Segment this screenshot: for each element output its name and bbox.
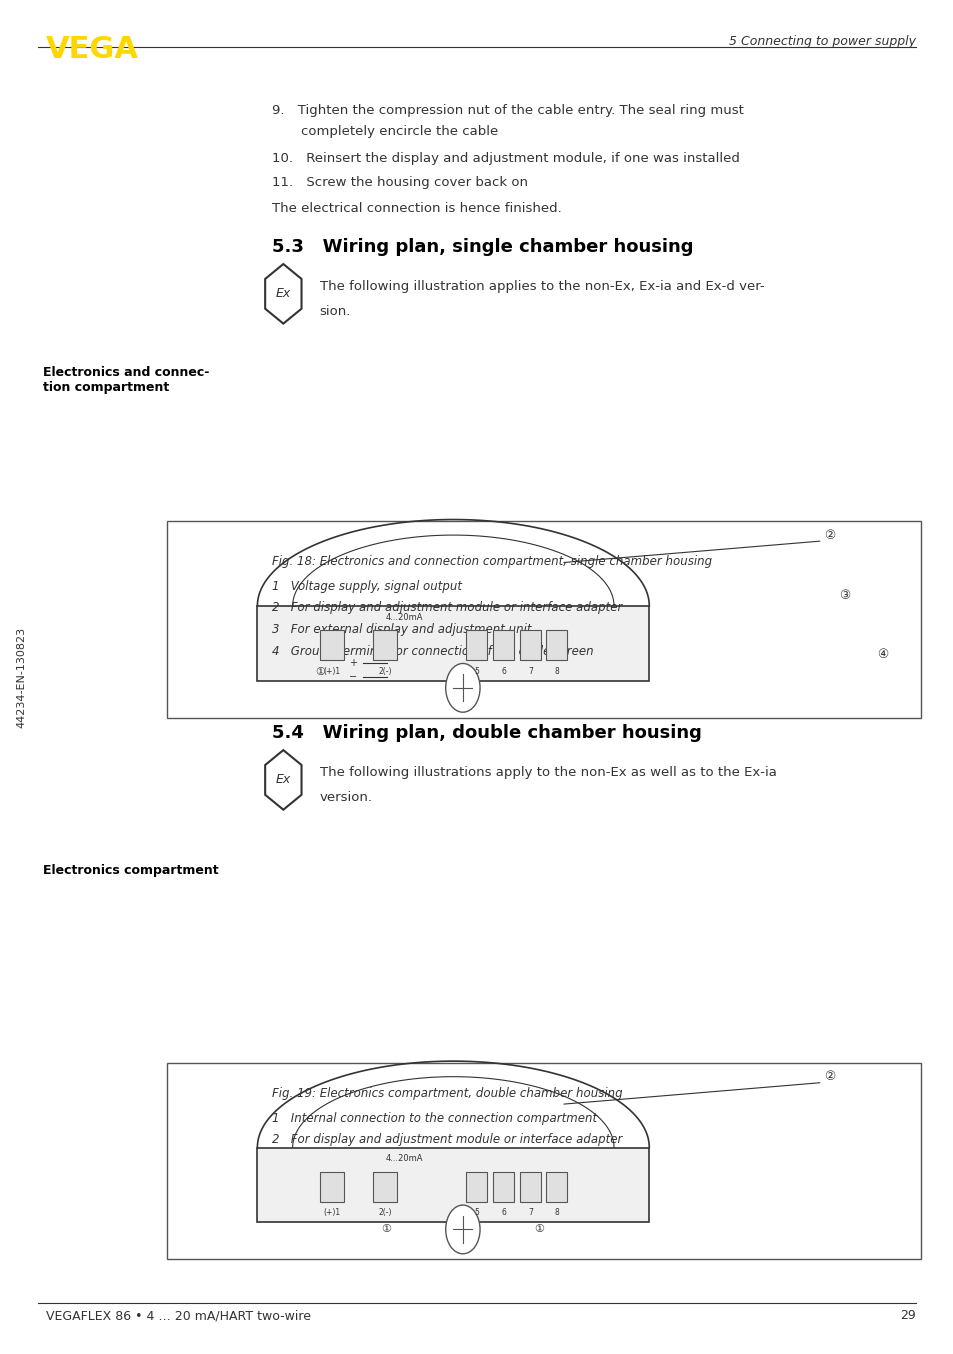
Text: 6: 6: [500, 1208, 505, 1217]
Text: Electronics compartment: Electronics compartment: [43, 864, 218, 877]
Bar: [466, 630, 487, 659]
Text: Fig. 19: Electronics compartment, double chamber housing: Fig. 19: Electronics compartment, double…: [272, 1087, 622, 1101]
Bar: [257, 605, 649, 681]
Text: 11. Screw the housing cover back on: 11. Screw the housing cover back on: [272, 176, 527, 190]
Text: 4...20mA: 4...20mA: [385, 612, 423, 621]
Bar: [493, 1171, 514, 1201]
FancyBboxPatch shape: [167, 1063, 920, 1259]
Text: +: +: [349, 658, 357, 669]
Text: ②: ②: [823, 1070, 835, 1083]
Text: 8: 8: [554, 666, 558, 676]
Text: 3   For external display and adjustment unit: 3 For external display and adjustment un…: [272, 623, 531, 636]
Text: 6: 6: [500, 666, 505, 676]
Text: 2   For display and adjustment module or interface adapter: 2 For display and adjustment module or i…: [272, 601, 621, 615]
Text: sion.: sion.: [319, 305, 351, 318]
Text: 5 Connecting to power supply: 5 Connecting to power supply: [728, 35, 915, 49]
Text: The following illustrations apply to the non-Ex as well as to the Ex-ia: The following illustrations apply to the…: [319, 766, 776, 780]
Text: 44234-EN-130823: 44234-EN-130823: [16, 627, 26, 727]
Text: 9. Tighten the compression nut of the cable entry. The seal ring must: 9. Tighten the compression nut of the ca…: [272, 104, 743, 118]
Text: 8: 8: [554, 1208, 558, 1217]
Text: 1   Internal connection to the connection compartment: 1 Internal connection to the connection …: [272, 1112, 597, 1125]
Text: VEGAFLEX 86 • 4 … 20 mA/HART two-wire: VEGAFLEX 86 • 4 … 20 mA/HART two-wire: [46, 1309, 311, 1323]
Text: The electrical connection is hence finished.: The electrical connection is hence finis…: [272, 202, 561, 215]
Text: 4...20mA: 4...20mA: [385, 1154, 423, 1163]
Bar: [546, 1171, 567, 1201]
Text: Ex: Ex: [275, 287, 291, 301]
Bar: [519, 630, 540, 659]
Circle shape: [445, 1205, 479, 1254]
Text: Ex: Ex: [275, 773, 291, 787]
Bar: [257, 1147, 649, 1223]
Bar: [320, 630, 344, 659]
Text: 7: 7: [527, 1208, 532, 1217]
Text: 5.4   Wiring plan, double chamber housing: 5.4 Wiring plan, double chamber housing: [272, 724, 701, 742]
Bar: [493, 630, 514, 659]
Text: 2   For display and adjustment module or interface adapter: 2 For display and adjustment module or i…: [272, 1133, 621, 1147]
Bar: [373, 1171, 396, 1201]
FancyBboxPatch shape: [167, 521, 920, 718]
Text: The following illustration applies to the non-Ex, Ex-ia and Ex-d ver-: The following illustration applies to th…: [319, 280, 763, 294]
Text: ①: ①: [381, 1224, 391, 1235]
Text: VEGA: VEGA: [46, 35, 138, 64]
Bar: [519, 1171, 540, 1201]
Text: 1   Voltage supply, signal output: 1 Voltage supply, signal output: [272, 580, 461, 593]
Text: version.: version.: [319, 791, 373, 804]
Text: ③: ③: [839, 589, 850, 603]
Text: 2(-): 2(-): [377, 1208, 391, 1217]
Text: 4   Ground terminal for connection of the cable screen: 4 Ground terminal for connection of the …: [272, 645, 593, 658]
Text: 5: 5: [474, 666, 478, 676]
Text: ②: ②: [823, 528, 835, 542]
Text: Electronics and connec-
tion compartment: Electronics and connec- tion compartment: [43, 366, 209, 394]
Text: (+)1: (+)1: [323, 1208, 340, 1217]
Text: 5.3   Wiring plan, single chamber housing: 5.3 Wiring plan, single chamber housing: [272, 238, 693, 256]
Bar: [546, 630, 567, 659]
Text: 7: 7: [527, 666, 532, 676]
Bar: [373, 630, 396, 659]
Text: ④: ④: [877, 649, 887, 661]
Text: 5: 5: [474, 1208, 478, 1217]
Text: ①: ①: [314, 666, 325, 677]
Text: completely encircle the cable: completely encircle the cable: [300, 125, 497, 138]
Text: 10. Reinsert the display and adjustment module, if one was installed: 10. Reinsert the display and adjustment …: [272, 152, 739, 165]
Text: ①: ①: [534, 1224, 543, 1235]
Text: −: −: [349, 672, 357, 682]
Text: (+)1: (+)1: [323, 666, 340, 676]
Text: Fig. 18: Electronics and connection compartment, single chamber housing: Fig. 18: Electronics and connection comp…: [272, 555, 711, 569]
Text: 29: 29: [899, 1309, 915, 1323]
Text: 2(-): 2(-): [377, 666, 391, 676]
Bar: [320, 1171, 344, 1201]
Bar: [466, 1171, 487, 1201]
Circle shape: [445, 663, 479, 712]
